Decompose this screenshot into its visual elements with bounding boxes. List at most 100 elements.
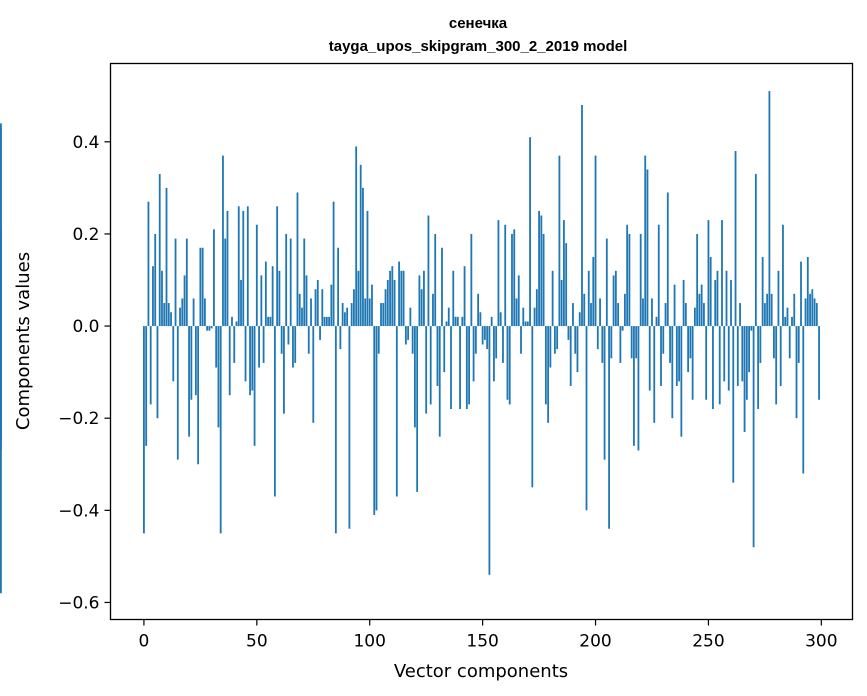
bar [581, 104, 583, 327]
bar [368, 298, 371, 327]
bar [813, 298, 816, 327]
x-tick-label: 100 [353, 632, 385, 652]
bar [303, 238, 306, 327]
x-tick-label: 300 [805, 632, 837, 652]
bar [145, 326, 148, 446]
bar [520, 326, 522, 354]
bar [314, 289, 317, 327]
bar [578, 312, 581, 327]
bar [343, 312, 346, 327]
bar [400, 270, 403, 327]
bar [533, 307, 536, 327]
bar [739, 303, 741, 327]
bar [438, 326, 441, 437]
bar [596, 326, 599, 350]
bar [483, 326, 486, 340]
bar [784, 316, 787, 327]
bar [703, 303, 705, 327]
bar [806, 256, 809, 327]
bar [357, 270, 360, 327]
bar [712, 326, 714, 409]
bar [255, 224, 258, 327]
bar [508, 326, 511, 405]
bar [386, 280, 389, 327]
bar [222, 155, 224, 327]
bar [260, 275, 263, 327]
bar [366, 210, 369, 327]
bar [736, 326, 739, 386]
bar [213, 229, 215, 327]
bar [465, 326, 468, 409]
bar [210, 326, 213, 329]
bar [626, 224, 629, 327]
bar [556, 326, 559, 350]
bar [777, 270, 780, 327]
bar [398, 261, 400, 327]
bar [203, 298, 206, 327]
bar [721, 220, 723, 327]
bar [538, 210, 540, 327]
bar [197, 326, 200, 465]
bar [337, 247, 340, 327]
bar [382, 303, 385, 327]
bar [425, 326, 428, 414]
bar [319, 326, 321, 340]
bar [540, 215, 543, 327]
bar [149, 326, 152, 405]
bar [513, 229, 516, 327]
bar [754, 174, 757, 327]
y-tick-label: −0.6 [58, 593, 99, 613]
x-tick-label: 0 [139, 632, 150, 652]
bar [296, 192, 299, 327]
bar [454, 316, 457, 327]
bar [472, 326, 475, 382]
bar [560, 280, 563, 327]
bar [226, 210, 229, 327]
bar [818, 326, 820, 400]
bar [779, 326, 782, 386]
bar [714, 280, 717, 327]
bar [172, 326, 175, 382]
bar [623, 293, 626, 327]
bar [601, 326, 604, 363]
bar [653, 326, 656, 423]
bar [691, 326, 694, 400]
bar [761, 256, 764, 327]
bar [511, 233, 513, 327]
bar [393, 280, 396, 327]
bar [504, 224, 507, 327]
bar [334, 326, 337, 534]
bar [617, 303, 620, 327]
bar [567, 326, 570, 340]
bar [276, 206, 279, 327]
bar [176, 326, 179, 460]
bar [215, 326, 218, 368]
bar [705, 326, 708, 400]
bar [246, 206, 249, 327]
bar [339, 326, 342, 350]
bar [353, 289, 355, 327]
bar [395, 326, 398, 497]
bar [371, 284, 373, 327]
bar-series [0, 91, 820, 594]
bar [461, 316, 464, 327]
bar [619, 326, 622, 363]
bar [727, 326, 730, 391]
bar [646, 169, 649, 327]
bar [700, 284, 703, 327]
bar [348, 326, 351, 529]
bar [490, 316, 493, 327]
bar [163, 303, 166, 327]
bar [590, 303, 592, 327]
bar [285, 233, 288, 327]
bar [407, 326, 410, 340]
bar [156, 326, 159, 419]
bar [289, 238, 292, 327]
bar [773, 326, 775, 359]
bar [373, 326, 376, 515]
bar [459, 326, 461, 409]
bar [587, 270, 590, 327]
bar [811, 289, 814, 327]
bar [481, 326, 484, 345]
